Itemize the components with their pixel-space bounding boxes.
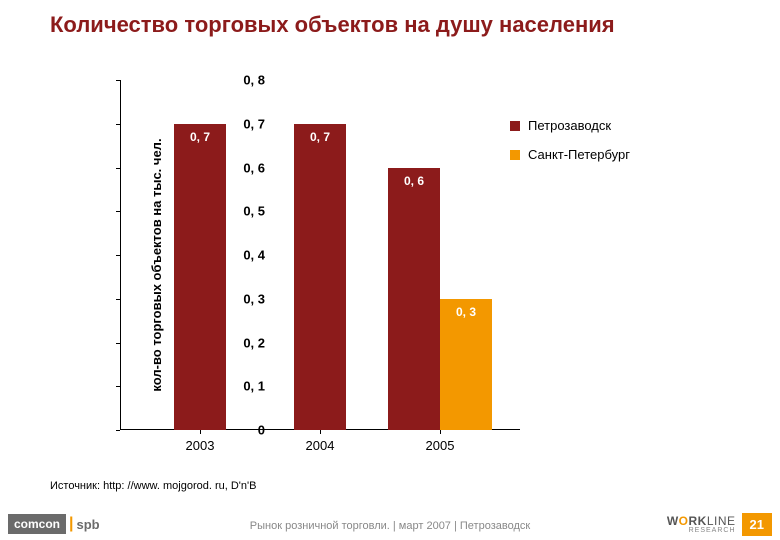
x-tick-label: 2004 — [306, 438, 335, 453]
y-tick-label: 0, 4 — [243, 248, 265, 263]
y-tick — [116, 430, 120, 431]
y-tick-label: 0, 1 — [243, 379, 265, 394]
bar-value-label: 0, 6 — [388, 174, 440, 188]
legend-swatch-icon — [510, 121, 520, 131]
legend-label: Петрозаводск — [528, 118, 611, 133]
y-tick-label: 0, 8 — [243, 73, 265, 88]
y-tick-label: 0 — [258, 423, 265, 438]
workline-logo: WORKLINE — [667, 515, 736, 527]
legend-swatch-icon — [510, 150, 520, 160]
x-tick — [440, 430, 441, 434]
y-tick — [116, 255, 120, 256]
bar-Санкт-Петербург: 0, 3 — [440, 299, 492, 430]
y-tick — [116, 386, 120, 387]
y-tick-label: 0, 6 — [243, 160, 265, 175]
bar-Петрозаводск: 0, 7 — [174, 124, 226, 430]
page-number-badge: 21 — [742, 513, 772, 536]
legend-label: Санкт-Петербург — [528, 147, 630, 162]
brand-workline: WORKLINE RESEARCH — [667, 515, 736, 534]
y-tick — [116, 299, 120, 300]
bar-Петрозаводск: 0, 7 — [294, 124, 346, 430]
y-tick-label: 0, 3 — [243, 291, 265, 306]
x-tick — [200, 430, 201, 434]
y-axis-line — [120, 80, 121, 430]
bar-value-label: 0, 3 — [440, 305, 492, 319]
legend: Петрозаводск Санкт-Петербург — [510, 118, 630, 176]
footer-right: WORKLINE RESEARCH 21 — [667, 513, 772, 536]
y-tick — [116, 211, 120, 212]
x-tick — [320, 430, 321, 434]
footer-center-text: Рынок розничной торговли. | март 2007 | … — [0, 520, 780, 532]
slide: Количество торговых объектов на душу нас… — [0, 0, 780, 540]
y-tick — [116, 124, 120, 125]
y-tick-label: 0, 5 — [243, 204, 265, 219]
workline-sub: RESEARCH — [667, 527, 736, 534]
bar-value-label: 0, 7 — [294, 130, 346, 144]
page-title: Количество торговых объектов на душу нас… — [50, 12, 615, 38]
source-text: Источник: http: //www. mojgorod. ru, D'n… — [50, 480, 256, 492]
footer-bar: comcon | spb Рынок розничной торговли. |… — [0, 506, 780, 540]
x-tick-label: 2005 — [426, 438, 455, 453]
legend-item: Петрозаводск — [510, 118, 630, 133]
y-tick — [116, 343, 120, 344]
y-tick-label: 0, 2 — [243, 335, 265, 350]
bar-Петрозаводск: 0, 6 — [388, 168, 440, 431]
y-tick — [116, 168, 120, 169]
y-tick-label: 0, 7 — [243, 116, 265, 131]
x-tick-label: 2003 — [186, 438, 215, 453]
bar-value-label: 0, 7 — [174, 130, 226, 144]
plot-area: 0, 7 0, 7 0, 6 0, 3 — [120, 80, 520, 430]
legend-item: Санкт-Петербург — [510, 147, 630, 162]
y-tick — [116, 80, 120, 81]
